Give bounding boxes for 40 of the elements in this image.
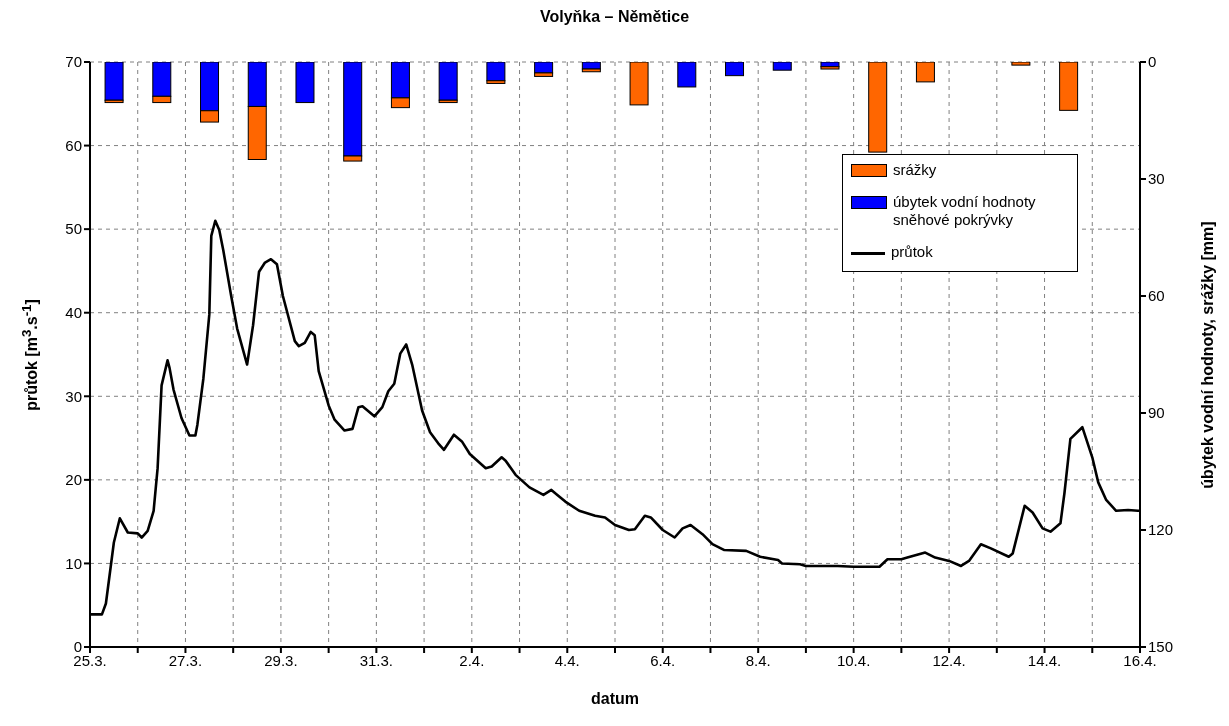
x-tick-label: 27.3. [168,651,203,669]
y2-tick-label: 60 [1148,287,1165,305]
x-axis-title: datum [590,690,640,708]
bar [629,62,649,106]
y2-tick-label: 30 [1148,170,1165,188]
bar [677,62,697,88]
x-tick-label: 10.4. [836,651,871,669]
x-tick-label: 8.4. [745,651,771,669]
bar [295,62,315,104]
bar [820,66,840,70]
y-tick-label: 30 [65,387,82,405]
y2-axis-title: úbytek vodní hodnoty, srážky [mm] [1199,220,1217,489]
y-tick-label: 20 [65,471,82,489]
x-tick-label: 14.4. [1027,651,1062,669]
x-tick-label: 29.3. [264,651,298,669]
y2-tick-label: 0 [1148,53,1157,71]
y2-tick-label: 120 [1148,521,1174,539]
chart-title: Volyňka – Němětice [538,8,691,26]
legend-label: úbytek vodní hodnoty sněhové pokrývky [893,193,1037,229]
legend-label: průtok [891,243,933,261]
bar [486,62,506,82]
bar [104,62,124,101]
x-tick-label: 4.4. [554,651,580,669]
bar [438,62,458,101]
y-tick-label: 10 [65,554,82,572]
bar [725,62,745,77]
x-tick-label: 2.4. [459,651,485,669]
x-tick-label: 12.4. [932,651,966,669]
x-tick-label: 6.4. [650,651,676,669]
y-tick-label: 60 [65,136,82,154]
y2-tick-label: 90 [1148,404,1165,422]
bar [1059,62,1079,111]
y-tick-label: 70 [65,53,82,71]
y-tick-label: 40 [65,304,82,322]
bar [1011,62,1031,66]
bar [915,62,935,83]
y-tick-label: 50 [65,220,82,238]
bar [772,62,792,71]
legend-label: srážky [893,161,937,179]
x-tick-label: 31.3. [359,651,394,669]
